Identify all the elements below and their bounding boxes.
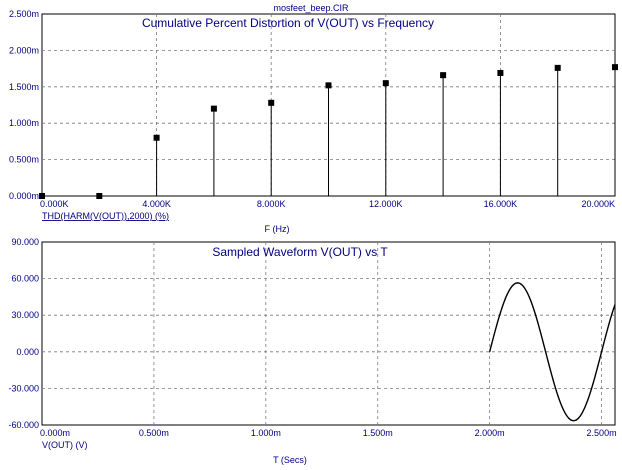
x-tick-label: 8.000K bbox=[257, 199, 286, 209]
y-tick-label: 90.000 bbox=[11, 237, 39, 247]
x-tick-label: 2.500m bbox=[587, 428, 617, 438]
x-tick-labels: 0.000K 4.000K 8.000K 12.000K 16.000K 20.000K bbox=[40, 199, 615, 209]
data-point bbox=[612, 64, 618, 71]
x-tick-labels: 0.000m 0.500m 1.000m 1.500m 2.000m 2.500m bbox=[40, 428, 617, 438]
data-point bbox=[96, 193, 103, 199]
x-tick-label: 16.000K bbox=[484, 199, 518, 209]
waveform-line bbox=[488, 282, 616, 422]
data-marks bbox=[39, 64, 618, 199]
y-axis-label: THD(HARM(V(OUT)),2000) (%) bbox=[42, 211, 169, 221]
data-point bbox=[153, 134, 160, 141]
y-tick-label: 0.000 bbox=[16, 347, 39, 357]
y-tick-label: 0.500m bbox=[9, 155, 39, 165]
y-tick-label: -30.000 bbox=[8, 383, 39, 393]
data-marks bbox=[488, 282, 616, 422]
chart-title: Sampled Waveform V(OUT) vs T bbox=[212, 245, 388, 259]
y-tick-labels: -60.000 -30.000 0.000 30.000 60.000 90.000 bbox=[8, 237, 39, 430]
y-tick-label: 0.000m bbox=[9, 191, 39, 201]
x-tick-label: 4.000K bbox=[142, 199, 171, 209]
y-tick-labels: 0.000m 0.500m 1.000m 1.500m 2.000m 2.500m bbox=[9, 9, 39, 201]
y-tick-label: -60.000 bbox=[8, 420, 39, 430]
y-tick-label: 2.500m bbox=[9, 9, 39, 19]
y-tick-label: 2.000m bbox=[9, 45, 39, 55]
y-tick-label: 1.500m bbox=[9, 82, 39, 92]
y-tick-label: 1.000m bbox=[9, 118, 39, 128]
data-point bbox=[210, 105, 217, 112]
waveform-plot: -60.000 -30.000 0.000 30.000 60.000 90.000 0.… bbox=[8, 237, 616, 465]
y-tick-label: 30.000 bbox=[11, 310, 39, 320]
data-point bbox=[39, 193, 45, 199]
data-point bbox=[268, 99, 275, 106]
data-point bbox=[497, 69, 504, 76]
x-tick-label: 2.000m bbox=[475, 428, 505, 438]
x-axis-label: T (Secs) bbox=[273, 455, 307, 465]
distortion-plot: 0.000m 0.500m 1.000m 1.500m 2.000m 2.500m 0.0… bbox=[9, 9, 618, 234]
data-point bbox=[382, 80, 389, 87]
x-tick-label: 1.500m bbox=[363, 428, 393, 438]
x-tick-label: 1.000m bbox=[251, 428, 281, 438]
data-point bbox=[554, 64, 561, 71]
chart-title: Cumulative Percent Distortion of V(OUT) … bbox=[142, 16, 434, 30]
y-tick-label: 60.000 bbox=[11, 274, 39, 284]
window-title: mosfeet_beep.CIR bbox=[273, 3, 349, 13]
x-tick-label: 0.500m bbox=[139, 428, 169, 438]
x-tick-label: 12.000K bbox=[369, 199, 403, 209]
data-point bbox=[440, 72, 447, 79]
x-axis-label: F (Hz) bbox=[265, 224, 290, 234]
plot-frame bbox=[41, 241, 616, 426]
x-tick-label: 0.000K bbox=[40, 199, 69, 209]
x-tick-label: 0.000m bbox=[40, 428, 70, 438]
y-axis-label: V(OUT) (V) bbox=[42, 440, 88, 450]
data-point bbox=[325, 82, 332, 89]
x-tick-label: 20.000K bbox=[581, 199, 615, 209]
gridlines bbox=[42, 242, 615, 425]
